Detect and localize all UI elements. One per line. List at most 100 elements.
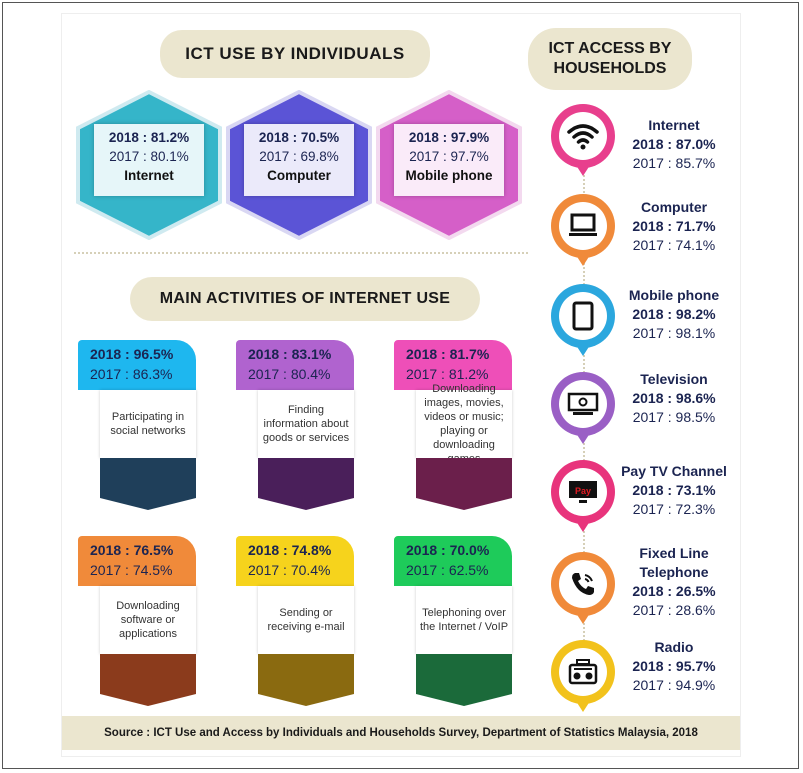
source-footer: Source : ICT Use and Access by Individua… bbox=[62, 716, 740, 750]
activity-value-2018: 2018 : 83.1% bbox=[248, 346, 332, 362]
household-value-2018: 2018 : 95.7% bbox=[632, 658, 716, 674]
pay-tv-icon: Pay bbox=[569, 481, 597, 503]
household-value-2017: 2017 : 74.1% bbox=[632, 237, 716, 253]
household-name: Radio bbox=[654, 639, 694, 655]
hex-value-2017: 2017 : 80.1% bbox=[109, 149, 189, 164]
household-name: Pay TV Channel bbox=[621, 463, 727, 479]
household-text-telephone: Fixed Line Telephone 2018 : 26.5% 2017 :… bbox=[614, 544, 734, 620]
activities-title: MAIN ACTIVITIES OF INTERNET USE bbox=[130, 277, 480, 321]
wifi-icon bbox=[567, 124, 599, 150]
activity-tab: 2018 : 96.5% 2017 : 86.3% bbox=[78, 340, 196, 390]
node-tip bbox=[574, 342, 592, 356]
activity-card: 2018 : 96.5% 2017 : 86.3% Participating … bbox=[78, 340, 196, 512]
activity-ribbon bbox=[258, 458, 354, 510]
node-ring bbox=[551, 104, 615, 168]
activity-value-2017: 2017 : 70.4% bbox=[248, 562, 331, 578]
activity-value-2018: 2018 : 70.0% bbox=[406, 542, 490, 558]
node-tip bbox=[574, 252, 592, 266]
activity-label: Finding information about goods or servi… bbox=[258, 390, 354, 458]
activity-value-2018: 2018 : 81.7% bbox=[406, 346, 490, 362]
household-value-2017: 2017 : 94.9% bbox=[632, 677, 716, 693]
household-name: Computer bbox=[640, 199, 708, 215]
activity-label: Downloading images, movies, videos or mu… bbox=[416, 383, 512, 465]
activity-value-2018: 2018 : 74.8% bbox=[248, 542, 332, 558]
node-tip bbox=[574, 162, 592, 176]
household-node-pay-tv: Pay bbox=[551, 460, 615, 534]
activity-ribbon bbox=[100, 654, 196, 706]
individuals-title: ICT USE BY INDIVIDUALS bbox=[160, 30, 430, 78]
node-ring bbox=[551, 194, 615, 258]
hex-value-2018: 2018 : 97.9% bbox=[408, 130, 490, 145]
activity-tab: 2018 : 83.1% 2017 : 80.4% bbox=[236, 340, 354, 390]
household-node-mobile-phone bbox=[551, 284, 615, 358]
node-tip bbox=[574, 610, 592, 624]
activity-label: Telephoning over the Internet / VoIP bbox=[416, 586, 512, 654]
household-name: Mobile phone bbox=[628, 287, 720, 303]
hex-value-2018: 2018 : 70.5% bbox=[258, 130, 340, 145]
activity-value-2017: 2017 : 74.5% bbox=[90, 562, 173, 578]
activity-value-2017: 2017 : 81.2% bbox=[406, 366, 489, 382]
activity-ribbon bbox=[258, 654, 354, 706]
household-value-2018: 2018 : 71.7% bbox=[632, 218, 716, 234]
household-value-2018: 2018 : 98.6% bbox=[632, 390, 716, 406]
activity-tab: 2018 : 74.8% 2017 : 70.4% bbox=[236, 536, 354, 586]
activity-tab: 2018 : 70.0% 2017 : 62.5% bbox=[394, 536, 512, 586]
dotted-divider bbox=[74, 252, 528, 254]
pay-tv-icon-text: Pay bbox=[575, 486, 591, 496]
household-name: Television bbox=[640, 371, 708, 387]
node-ring bbox=[551, 552, 615, 616]
activity-card: 2018 : 74.8% 2017 : 70.4% Sending or rec… bbox=[236, 536, 354, 708]
hex-value-2018: 2018 : 81.2% bbox=[108, 130, 190, 145]
hex-internet: 2018 : 81.2% 2017 : 80.1% Internet bbox=[76, 90, 222, 240]
hex-label: Internet bbox=[124, 168, 174, 183]
telephone-icon bbox=[572, 573, 594, 595]
node-ring bbox=[551, 284, 615, 348]
household-value-2017: 2017 : 98.5% bbox=[632, 409, 716, 425]
household-value-2018: 2018 : 26.5% bbox=[632, 583, 716, 599]
activity-card: 2018 : 76.5% 2017 : 74.5% Downloading so… bbox=[78, 536, 196, 708]
hex-label: Computer bbox=[267, 168, 331, 183]
activity-card: 2018 : 70.0% 2017 : 62.5% Telephoning ov… bbox=[394, 536, 512, 708]
node-ring bbox=[551, 640, 615, 704]
activity-tab: 2018 : 81.7% 2017 : 81.2% bbox=[394, 340, 512, 390]
households-title-line1: ICT ACCESS BY bbox=[548, 40, 672, 57]
household-name: Internet bbox=[648, 117, 700, 133]
household-node-radio bbox=[551, 640, 615, 714]
household-node-television bbox=[551, 372, 615, 446]
activity-value-2017: 2017 : 62.5% bbox=[406, 562, 489, 578]
activity-ribbon bbox=[416, 458, 512, 510]
household-value-2017: 2017 : 85.7% bbox=[632, 155, 716, 171]
hex-card: 2018 : 81.2% 2017 : 80.1% Internet bbox=[94, 124, 204, 196]
household-value-2018: 2018 : 87.0% bbox=[632, 136, 716, 152]
household-text-computer: Computer 2018 : 71.7% 2017 : 74.1% bbox=[614, 198, 734, 255]
node-tip bbox=[574, 430, 592, 444]
radio-icon bbox=[568, 659, 598, 685]
hex-label: Mobile phone bbox=[405, 168, 493, 183]
hex-computer: 2018 : 70.5% 2017 : 69.8% Computer bbox=[226, 90, 372, 240]
household-name-line1: Fixed Line bbox=[639, 545, 709, 561]
activity-value-2018: 2018 : 76.5% bbox=[90, 542, 174, 558]
activity-value-2017: 2017 : 80.4% bbox=[248, 366, 331, 382]
node-tip bbox=[574, 518, 592, 532]
household-text-pay-tv: Pay TV Channel 2018 : 73.1% 2017 : 72.3% bbox=[614, 462, 734, 519]
household-text-internet: Internet 2018 : 87.0% 2017 : 85.7% bbox=[614, 116, 734, 173]
household-text-radio: Radio 2018 : 95.7% 2017 : 94.9% bbox=[614, 638, 734, 695]
activity-label: Downloading software or applications bbox=[100, 586, 196, 654]
household-value-2017: 2017 : 28.6% bbox=[632, 602, 716, 618]
activity-card: 2018 : 83.1% 2017 : 80.4% Finding inform… bbox=[236, 340, 354, 512]
household-node-telephone bbox=[551, 552, 615, 626]
activity-value-2018: 2018 : 96.5% bbox=[90, 346, 174, 362]
node-ring bbox=[551, 372, 615, 436]
household-text-mobile-phone: Mobile phone 2018 : 98.2% 2017 : 98.1% bbox=[614, 286, 734, 343]
activity-tab: 2018 : 76.5% 2017 : 74.5% bbox=[78, 536, 196, 586]
activity-label: Participating in social networks bbox=[100, 390, 196, 458]
node-ring: Pay bbox=[551, 460, 615, 524]
household-value-2018: 2018 : 73.1% bbox=[632, 482, 716, 498]
activity-card: 2018 : 81.7% 2017 : 81.2% Downloading im… bbox=[394, 340, 512, 512]
activity-ribbon bbox=[416, 654, 512, 706]
household-value-2017: 2017 : 98.1% bbox=[632, 325, 716, 341]
activity-label: Sending or receiving e-mail bbox=[258, 586, 354, 654]
computer-icon bbox=[569, 213, 597, 236]
activity-ribbon bbox=[100, 458, 196, 510]
